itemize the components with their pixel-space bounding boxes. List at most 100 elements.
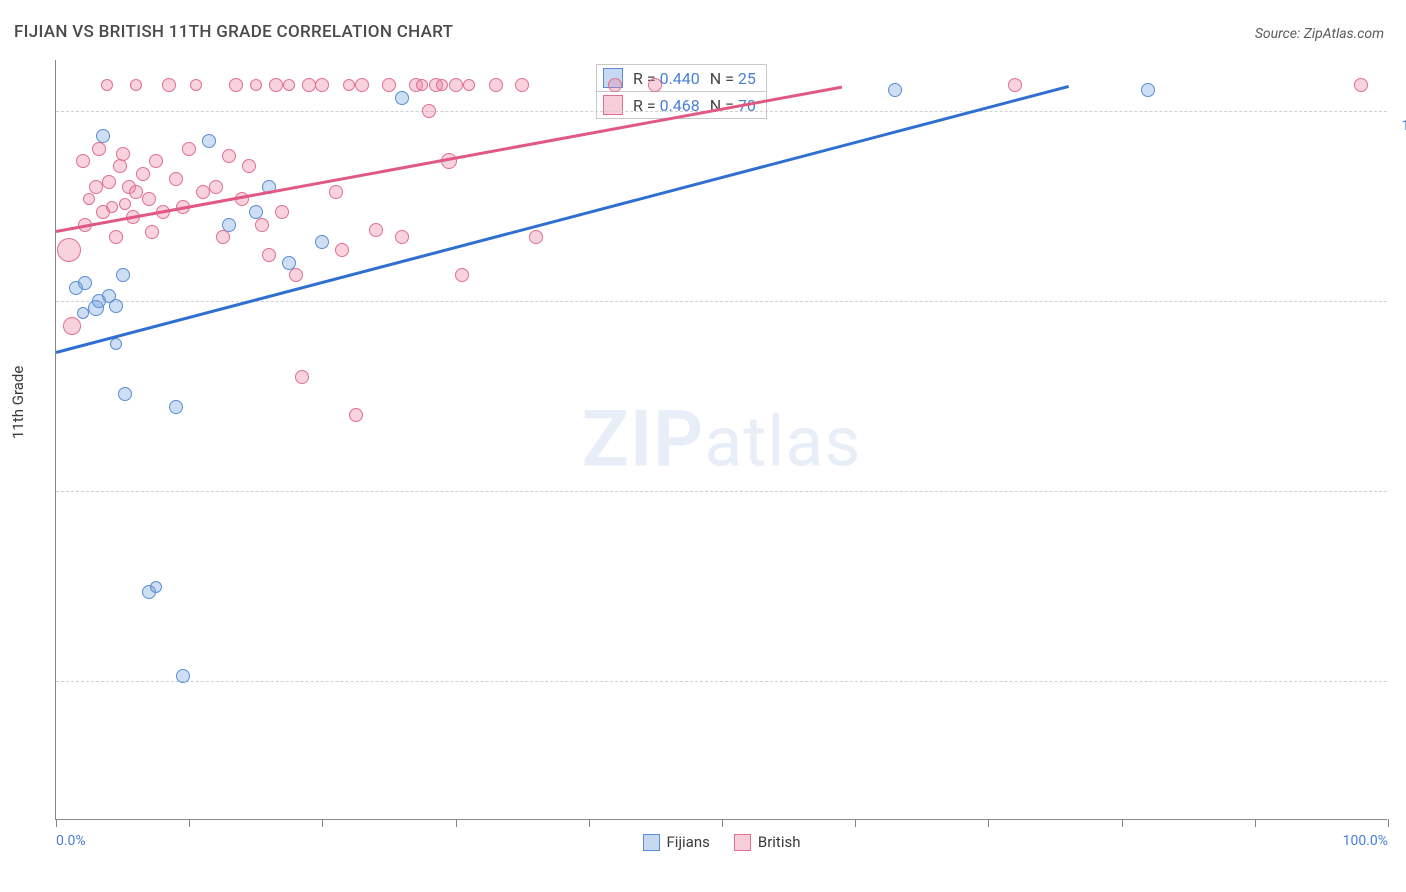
scatter-point-british bbox=[463, 79, 475, 91]
scatter-point-british bbox=[295, 370, 309, 384]
scatter-point-british bbox=[515, 78, 529, 92]
scatter-point-british bbox=[369, 223, 383, 237]
scatter-point-british bbox=[255, 218, 269, 232]
legend-label: British bbox=[758, 833, 801, 851]
legend-item-british: British bbox=[734, 833, 801, 851]
scatter-point-british bbox=[130, 79, 142, 91]
stats-r-label: R = 0.440 bbox=[633, 69, 700, 88]
x-tick bbox=[322, 819, 323, 827]
scatter-point-british bbox=[209, 180, 223, 194]
scatter-point-british bbox=[1354, 78, 1368, 92]
scatter-point-british bbox=[416, 79, 428, 91]
scatter-point-fijian bbox=[315, 235, 329, 249]
scatter-point-british bbox=[182, 142, 196, 156]
trendline-british bbox=[56, 85, 842, 232]
scatter-point-british bbox=[142, 192, 156, 206]
x-tick bbox=[56, 819, 57, 827]
scatter-point-fijian bbox=[169, 400, 183, 414]
scatter-point-british bbox=[113, 159, 127, 173]
y-tick-label: 77.5% bbox=[1392, 688, 1406, 704]
scatter-point-british bbox=[422, 104, 436, 118]
y-axis-label: 11th Grade bbox=[9, 366, 27, 439]
scatter-point-british bbox=[242, 159, 256, 173]
scatter-point-british bbox=[149, 154, 163, 168]
scatter-point-fijian bbox=[395, 91, 409, 105]
scatter-point-british bbox=[455, 268, 469, 282]
legend: Fijians British bbox=[643, 833, 801, 851]
scatter-point-fijian bbox=[888, 83, 902, 97]
scatter-point-british bbox=[129, 185, 143, 199]
legend-swatch-icon bbox=[643, 834, 660, 851]
scatter-point-british bbox=[76, 154, 90, 168]
scatter-point-british bbox=[529, 230, 543, 244]
stats-r-value: 0.440 bbox=[660, 69, 700, 88]
x-tick-label: 100.0% bbox=[1343, 833, 1388, 849]
scatter-point-british bbox=[269, 78, 283, 92]
watermark: ZIPatlas bbox=[582, 394, 862, 485]
scatter-point-british bbox=[116, 147, 130, 161]
scatter-point-british bbox=[395, 230, 409, 244]
y-tick-label: 100.0% bbox=[1392, 118, 1406, 134]
scatter-point-fijian bbox=[118, 387, 132, 401]
stats-swatch-icon bbox=[603, 95, 623, 115]
gridline-horizontal bbox=[56, 111, 1387, 112]
scatter-point-fijian bbox=[176, 669, 190, 683]
scatter-point-british bbox=[101, 79, 113, 91]
scatter-point-british bbox=[190, 79, 202, 91]
scatter-point-british bbox=[57, 238, 81, 262]
gridline-horizontal bbox=[56, 681, 1387, 682]
plot-area: ZIPatlas R = 0.440N = 25R = 0.468N = 70 … bbox=[55, 60, 1387, 820]
gridline-horizontal bbox=[56, 491, 1387, 492]
scatter-point-british bbox=[302, 78, 316, 92]
scatter-point-british bbox=[436, 79, 448, 91]
scatter-point-british bbox=[449, 78, 463, 92]
scatter-point-british bbox=[89, 180, 103, 194]
x-tick bbox=[1255, 819, 1256, 827]
scatter-point-fijian bbox=[78, 276, 92, 290]
scatter-point-british bbox=[489, 78, 503, 92]
scatter-point-british bbox=[382, 78, 396, 92]
x-tick-label: 0.0% bbox=[56, 833, 86, 849]
watermark-light: atlas bbox=[704, 401, 861, 483]
scatter-point-british bbox=[355, 78, 369, 92]
scatter-point-british bbox=[275, 205, 289, 219]
scatter-point-fijian bbox=[1141, 83, 1155, 97]
source-attribution: Source: ZipAtlas.com bbox=[1255, 26, 1384, 42]
scatter-point-british bbox=[343, 79, 355, 91]
legend-label: Fijians bbox=[667, 833, 710, 851]
scatter-point-british bbox=[109, 230, 123, 244]
scatter-point-british bbox=[106, 201, 118, 213]
x-tick bbox=[189, 819, 190, 827]
legend-item-fijian: Fijians bbox=[643, 833, 710, 851]
scatter-point-british bbox=[289, 268, 303, 282]
scatter-point-british bbox=[329, 185, 343, 199]
scatter-point-british bbox=[608, 78, 622, 92]
x-tick bbox=[1388, 819, 1389, 827]
scatter-point-british bbox=[196, 185, 210, 199]
x-tick bbox=[722, 819, 723, 827]
y-tick-label: 85.0% bbox=[1392, 498, 1406, 514]
stats-n-label: N = 25 bbox=[710, 69, 756, 88]
scatter-point-british bbox=[222, 149, 236, 163]
scatter-point-british bbox=[102, 175, 116, 189]
x-tick bbox=[456, 819, 457, 827]
scatter-point-british bbox=[1008, 78, 1022, 92]
scatter-point-british bbox=[229, 78, 243, 92]
scatter-point-british bbox=[92, 142, 106, 156]
x-tick bbox=[589, 819, 590, 827]
scatter-point-british bbox=[136, 167, 150, 181]
scatter-point-british bbox=[349, 408, 363, 422]
scatter-point-british bbox=[216, 230, 230, 244]
scatter-point-british bbox=[83, 193, 95, 205]
scatter-point-british bbox=[250, 79, 262, 91]
scatter-point-british bbox=[262, 248, 276, 262]
watermark-bold: ZIP bbox=[582, 394, 705, 485]
chart-title: FIJIAN VS BRITISH 11TH GRADE CORRELATION… bbox=[14, 22, 453, 42]
x-tick bbox=[1122, 819, 1123, 827]
scatter-point-british bbox=[648, 78, 662, 92]
scatter-point-british bbox=[335, 243, 349, 257]
scatter-point-british bbox=[119, 198, 131, 210]
scatter-point-fijian bbox=[77, 307, 89, 319]
scatter-point-fijian bbox=[222, 218, 236, 232]
legend-swatch-icon bbox=[734, 834, 751, 851]
